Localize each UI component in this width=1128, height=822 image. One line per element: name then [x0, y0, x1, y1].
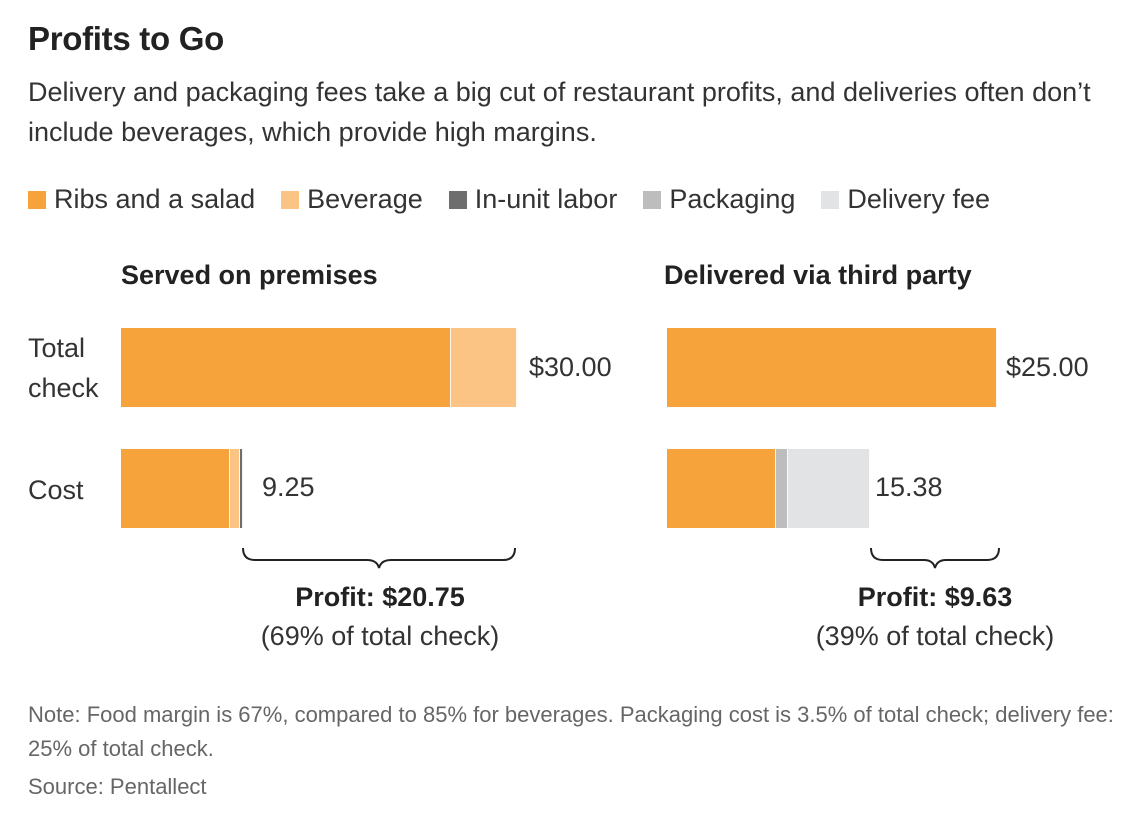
panel-title-premises: Served on premises	[121, 260, 378, 290]
legend-item-beverage: Beverage	[281, 184, 423, 215]
legend-item-ribs: Ribs and a salad	[28, 184, 255, 215]
legend-item-delivery-fee: Delivery fee	[821, 184, 990, 215]
legend-swatch-packaging	[643, 190, 662, 209]
profit-block-premises: Profit: $20.75 (69% of total check)	[230, 582, 530, 652]
bar-segment-beverage-total-check	[451, 328, 517, 407]
chart-source: Source: Pentallect	[28, 774, 207, 799]
value-label-premises-total: $30.00	[529, 352, 612, 382]
chart-note: Note: Food margin is 67%, compared to 85…	[28, 702, 1114, 761]
legend-swatch-delivery-fee	[821, 190, 840, 209]
value-label-delivered-total: $25.00	[1006, 352, 1089, 382]
legend-label-beverage: Beverage	[307, 184, 423, 214]
value-label-premises-cost: 9.25	[262, 472, 315, 502]
profit-brace-delivered	[870, 547, 1000, 569]
legend-item-packaging: Packaging	[643, 184, 795, 215]
legend-label-ribs: Ribs and a salad	[54, 184, 256, 214]
bar-segment-beverage-cost	[229, 449, 240, 528]
panel-title-delivered: Delivered via third party	[664, 260, 972, 290]
profit-note-premises: (69% of total check)	[260, 621, 500, 651]
profit-label-delivered: Profit: $9.63	[857, 582, 1013, 612]
bar-segment-ribs-and-a-salad-total-check	[121, 328, 451, 407]
bar-segment-ribs-and-a-salad-cost	[121, 449, 230, 528]
legend-label-packaging: Packaging	[669, 184, 796, 214]
legend-item-labor: In-unit labor	[448, 184, 618, 215]
profit-note-delivered: (39% of total check)	[815, 621, 1055, 651]
legend: Ribs and a salad Beverage In-unit labor …	[28, 184, 1016, 215]
bar-segment-delivery-fee-cost	[787, 449, 871, 528]
legend-swatch-beverage	[281, 190, 300, 209]
profit-label-premises: Profit: $20.75	[295, 582, 465, 612]
bar-segment-in-unit-labor-cost	[239, 449, 244, 528]
bar-segment-packaging-cost	[775, 449, 788, 528]
profit-block-delivered: Profit: $9.63 (39% of total check)	[785, 582, 1085, 652]
legend-label-delivery-fee: Delivery fee	[847, 184, 990, 214]
profit-brace-premises	[242, 547, 516, 569]
chart-subtitle: Delivery and packaging fees take a big c…	[28, 77, 1091, 147]
legend-label-labor: In-unit labor	[474, 184, 618, 214]
legend-swatch-labor	[448, 190, 467, 209]
value-label-delivered-cost: 15.38	[875, 472, 943, 502]
bar-segment-ribs-and-a-salad-total-check	[667, 328, 997, 407]
bar-segment-ribs-and-a-salad-cost	[667, 449, 776, 528]
row-label-cost: Cost	[28, 475, 84, 505]
chart-title: Profits to Go	[28, 20, 224, 57]
row-label-total-check: Total check	[28, 333, 99, 403]
legend-swatch-ribs	[28, 190, 46, 209]
